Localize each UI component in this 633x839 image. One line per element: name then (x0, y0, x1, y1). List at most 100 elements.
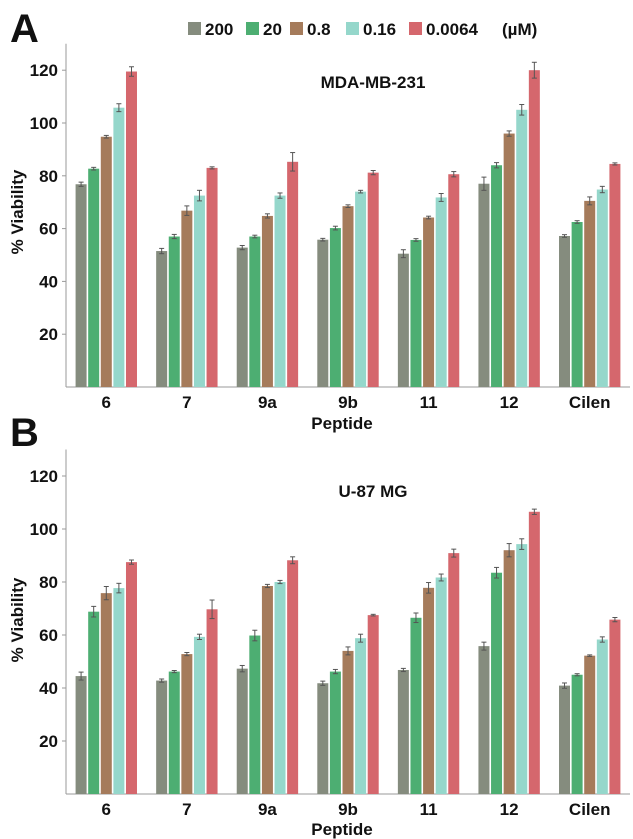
error-bar-9b-0.8 (345, 646, 351, 656)
error-bar-9a-20 (252, 629, 258, 642)
legend-label-4: 0.0064 (426, 20, 479, 39)
bar-11-200 (397, 253, 409, 387)
error-bar-11-200 (400, 667, 406, 673)
x-tick-label: 11 (420, 800, 438, 819)
y-tick-label: 60 (39, 220, 58, 239)
bar-6-200 (75, 184, 87, 387)
x-tick-label: 6 (102, 393, 111, 412)
error-bar-11-0.8 (426, 215, 432, 220)
y-tick-label: 60 (39, 626, 58, 645)
x-tick-label: 9a (258, 393, 277, 412)
error-bar-Cilen-20 (574, 220, 580, 224)
error-bar-11-20 (413, 612, 419, 624)
bar-9a-20 (249, 635, 261, 794)
bar-11-20 (410, 239, 422, 387)
bar-9a-0.0064 (287, 560, 299, 794)
bar-9a-20 (249, 236, 261, 387)
bar-7-200 (156, 251, 168, 387)
y-tick-label: 40 (39, 679, 58, 698)
bar-6-0.0064 (125, 562, 137, 794)
bar-11-0.16 (435, 197, 447, 387)
error-bar-6-0.16 (116, 582, 122, 594)
bar-Cilen-0.8 (584, 200, 596, 387)
error-bar-6-20 (91, 166, 97, 171)
chart-title: U-87 MG (339, 482, 408, 501)
error-bar-Cilen-0.8 (587, 654, 593, 657)
bar-6-0.8 (100, 593, 112, 794)
error-bar-11-0.16 (438, 192, 444, 202)
error-bar-9b-0.0064 (370, 170, 376, 176)
error-bar-9a-20 (252, 234, 258, 239)
error-bar-6-200 (78, 671, 84, 681)
error-bar-12-200 (481, 176, 487, 191)
error-bar-6-200 (78, 181, 84, 187)
bar-12-200 (478, 183, 490, 387)
bar-9b-0.8 (342, 206, 354, 387)
error-bar-12-0.16 (519, 538, 525, 550)
bar-12-200 (478, 646, 490, 794)
bar-7-20 (168, 671, 180, 794)
x-tick-label: 7 (182, 393, 191, 412)
bar-6-20 (88, 168, 100, 387)
bar-9a-200 (236, 668, 248, 794)
bar-Cilen-0.16 (596, 189, 608, 387)
bar-11-200 (397, 669, 409, 794)
legend-label-3: 0.16 (363, 20, 396, 39)
legend: 200 20 0.8 0.16 0.0064 (µM) (188, 20, 537, 39)
legend-unit: (µM) (502, 20, 537, 39)
error-bar-6-0.8 (103, 586, 109, 601)
x-axis-title: Peptide (311, 820, 372, 839)
x-tick-label: 9a (258, 800, 277, 819)
bar-9a-0.8 (261, 215, 273, 387)
error-bar-9b-200 (320, 237, 326, 242)
error-bar-Cilen-0.8 (587, 196, 593, 206)
error-bar-12-0.8 (506, 543, 512, 558)
error-bar-7-0.8 (184, 651, 190, 657)
error-bar-Cilen-0.16 (599, 636, 605, 643)
error-bar-11-200 (400, 249, 406, 259)
bar-7-200 (156, 680, 168, 794)
bar-9a-0.8 (261, 585, 273, 794)
x-tick-label: 6 (102, 800, 111, 819)
error-bar-12-0.0064 (531, 61, 537, 79)
error-bar-7-0.8 (184, 205, 190, 216)
bar-7-0.0064 (206, 609, 218, 794)
bar-Cilen-0.16 (596, 639, 608, 794)
error-bar-6-20 (91, 605, 97, 618)
bar-9b-200 (317, 239, 329, 387)
error-bar-12-0.8 (506, 130, 512, 137)
bar-9a-0.16 (274, 582, 286, 794)
bar-6-0.0064 (125, 71, 137, 388)
bar-9b-200 (317, 683, 329, 794)
bar-6-0.8 (100, 136, 112, 387)
bar-12-0.8 (503, 133, 515, 387)
error-bar-Cilen-20 (574, 673, 580, 677)
error-bar-11-20 (413, 238, 419, 242)
legend-swatch-2 (290, 22, 303, 35)
x-axis-title: Peptide (311, 414, 372, 433)
error-bar-Cilen-0.0064 (612, 617, 618, 623)
error-bar-9a-0.8 (264, 213, 270, 219)
bar-6-200 (75, 676, 87, 794)
error-bar-6-0.0064 (128, 66, 134, 77)
bar-Cilen-0.8 (584, 655, 596, 794)
panel-label-a: A (10, 7, 39, 51)
error-bar-9b-20 (332, 225, 338, 231)
y-tick-label: 120 (30, 61, 58, 80)
bar-11-0.16 (435, 577, 447, 794)
bar-9a-200 (236, 247, 248, 387)
x-tick-label: 11 (420, 393, 438, 412)
y-axis-title: % Viability (8, 577, 27, 662)
error-bar-12-0.0064 (531, 508, 537, 515)
x-tick-label: 7 (182, 800, 191, 819)
error-bar-9b-0.16 (358, 633, 364, 643)
bar-12-0.16 (516, 109, 528, 388)
error-bar-7-0.0064 (209, 599, 215, 620)
y-tick-label: 80 (39, 167, 58, 186)
bar-6-20 (88, 611, 100, 794)
bar-11-0.8 (423, 587, 435, 794)
error-bar-11-0.0064 (451, 171, 457, 178)
bar-7-0.16 (193, 636, 205, 794)
error-bar-7-0.16 (196, 189, 202, 202)
